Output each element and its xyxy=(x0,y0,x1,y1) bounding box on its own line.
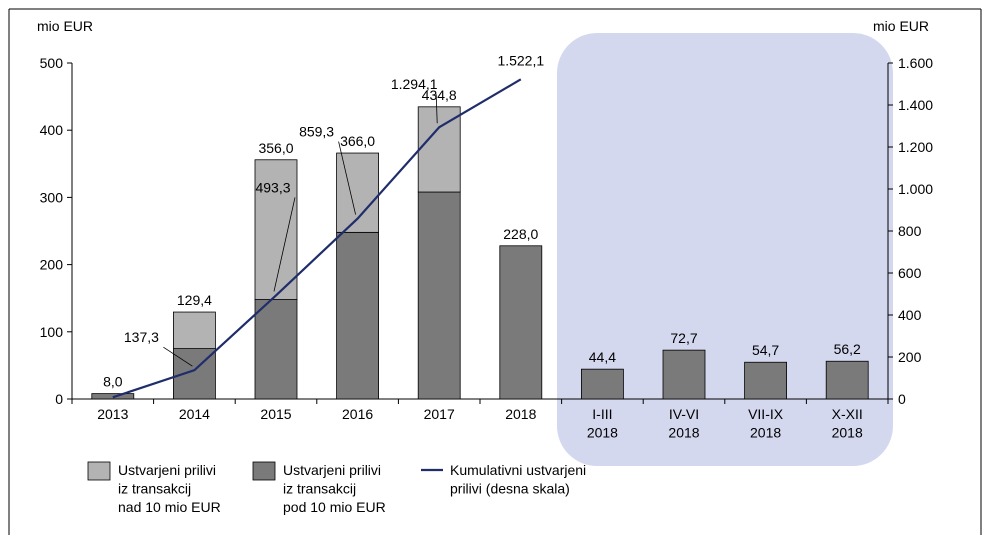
x-tick-label: IV-VI 2018 xyxy=(668,406,699,441)
x-tick-label: X-XII 2018 xyxy=(832,406,863,441)
y-tick-label: 300 xyxy=(40,189,64,205)
leader-line xyxy=(338,141,356,215)
total-label: 356,0 xyxy=(258,140,293,156)
total-label: 129,4 xyxy=(177,292,212,308)
leader-line xyxy=(163,346,193,367)
line-value-label: 493,3 xyxy=(255,179,290,195)
legend-label: Kumulativni ustvarjeni prilivi (desna ska… xyxy=(450,462,586,497)
x-tick-label: 2018 xyxy=(505,406,536,422)
bar-segment xyxy=(662,349,706,400)
y-tick-label: 400 xyxy=(40,122,64,138)
total-label: 44,4 xyxy=(589,349,616,365)
highlight-region xyxy=(557,33,893,466)
bar-segment xyxy=(172,311,216,350)
y2-tick-label: 800 xyxy=(898,223,922,239)
total-label: 8,0 xyxy=(103,374,123,390)
cumulative-line xyxy=(112,78,522,399)
y2-tick-label: 1.200 xyxy=(898,139,933,155)
total-label: 56,2 xyxy=(834,341,861,357)
y-tick-label: 100 xyxy=(40,324,64,340)
bar-segment xyxy=(417,106,461,193)
x-tick-label: 2017 xyxy=(424,406,455,422)
y2-tick-label: 1.000 xyxy=(898,181,933,197)
total-label: 366,0 xyxy=(340,133,375,149)
bar-segment xyxy=(254,299,298,400)
y-axis-label: mio EUR xyxy=(37,18,93,34)
leader-line xyxy=(273,197,296,292)
y2-tick-label: 600 xyxy=(898,265,922,281)
bar-segment xyxy=(417,191,461,400)
x-tick-label: 2014 xyxy=(179,406,210,422)
y-tick-label: 0 xyxy=(55,391,63,407)
legend-label: Ustvarjeni prilivi iz transakcij pod 10 mi… xyxy=(283,462,386,515)
total-label: 72,7 xyxy=(670,330,697,346)
x-tick-label: I-III 2018 xyxy=(587,406,618,441)
y-tick-label: 500 xyxy=(40,55,64,71)
y-tick-label: 200 xyxy=(40,257,64,273)
legend-swatch xyxy=(87,461,111,481)
bar-segment xyxy=(336,152,380,233)
y2-tick-label: 200 xyxy=(898,349,922,365)
bar-segment xyxy=(825,360,869,400)
y2-tick-label: 0 xyxy=(898,391,906,407)
total-label: 54,7 xyxy=(752,342,779,358)
line-value-label: 859,3 xyxy=(299,124,334,140)
legend-label: Ustvarjeni prilivi iz transakcij nad 10 mi… xyxy=(118,462,221,515)
leader-line xyxy=(435,94,438,124)
x-tick-label: 2016 xyxy=(342,406,373,422)
total-label: 434,8 xyxy=(422,87,457,103)
line-value-label: 137,3 xyxy=(124,329,159,345)
y2-tick-label: 400 xyxy=(898,307,922,323)
bar-segment xyxy=(581,368,624,400)
line-value-label: 1.294,1 xyxy=(391,76,438,92)
bar-segment xyxy=(499,245,543,400)
x-tick-label: VII-IX 2018 xyxy=(748,406,784,441)
x-tick-label: 2015 xyxy=(260,406,291,422)
y2-axis-label: mio EUR xyxy=(873,18,929,34)
bar-segment xyxy=(254,159,298,300)
line-value-label: 1.522,1 xyxy=(497,52,544,68)
y2-tick-label: 1.400 xyxy=(898,97,933,113)
legend-swatch xyxy=(252,461,276,481)
bar-segment xyxy=(744,361,787,400)
bar-segment xyxy=(336,231,380,400)
y2-tick-label: 1.600 xyxy=(898,55,933,71)
total-label: 228,0 xyxy=(503,226,538,242)
x-tick-label: 2013 xyxy=(97,406,128,422)
